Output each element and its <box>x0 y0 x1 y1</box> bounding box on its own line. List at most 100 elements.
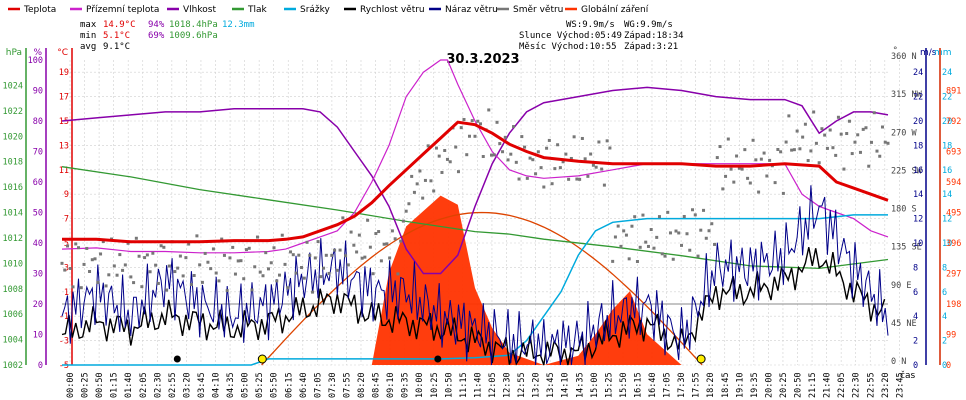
direction-point-285 <box>845 132 849 136</box>
wind-axis-tick-7: 14 <box>913 190 923 200</box>
temperature-axis-tick-1: -3 <box>59 337 69 347</box>
x-tick-label-49: 20:25 <box>779 372 789 398</box>
direction-point-42 <box>176 266 180 270</box>
direction-point-219 <box>663 254 667 258</box>
direction-axis-tick-3: 135 SE <box>891 243 922 253</box>
humidity-axis-tick-1: 10 <box>33 331 43 341</box>
x-tick-label-16: 06:40 <box>299 372 309 398</box>
direction-point-157 <box>492 153 496 157</box>
direction-point-223 <box>674 229 678 233</box>
legend-label-2: Vlhkost <box>183 5 216 15</box>
direction-point-244 <box>732 180 736 184</box>
x-tick-label-7: 02:55 <box>168 372 178 398</box>
direction-point-252 <box>754 158 758 162</box>
chart-title: 30.3.2023 <box>446 52 519 67</box>
direction-point-179 <box>553 167 557 171</box>
temperature-axis-tick-2: -1 <box>59 312 69 322</box>
pressure-axis-tick-3: 1008 <box>3 285 23 295</box>
direction-point-10 <box>88 269 92 273</box>
direction-point-185 <box>569 156 573 160</box>
series-globalni-zareni <box>62 195 888 365</box>
direction-point-253 <box>757 190 761 194</box>
direction-point-38 <box>165 288 169 292</box>
stat-max-rain: 12.3mm <box>222 20 255 30</box>
direction-point-77 <box>272 246 276 250</box>
direction-point-289 <box>856 133 860 137</box>
direction-point-102 <box>341 216 345 220</box>
x-tick-label-39: 16:15 <box>633 372 643 398</box>
x-tick-label-19: 07:55 <box>342 372 352 398</box>
direction-point-242 <box>726 137 730 141</box>
direction-point-58 <box>220 237 224 241</box>
direction-point-35 <box>156 281 160 285</box>
stat-slunce: Slunce Východ:05:49 <box>519 31 622 41</box>
wind-axis-tick-9: 18 <box>913 141 923 151</box>
legend: Teplota Přízemní teplota Vlhkost Tlak Srážky… <box>8 5 649 15</box>
rain-axis-tick-10: 20 <box>942 117 952 127</box>
direction-point-180 <box>556 143 560 147</box>
direction-point-218 <box>660 252 664 256</box>
direction-point-203 <box>619 244 623 248</box>
direction-point-117 <box>382 242 386 246</box>
pressure-axis-tick-0: 1002 <box>3 361 23 371</box>
direction-point-165 <box>514 160 518 164</box>
radiation-axis-tick-4: 396 <box>946 239 961 249</box>
direction-point-71 <box>255 235 259 239</box>
direction-point-84 <box>291 253 295 257</box>
direction-point-245 <box>735 154 739 158</box>
humidity-axis-tick-7: 70 <box>33 148 43 158</box>
wind-axis-tick-11: 22 <box>913 93 923 103</box>
direction-point-277 <box>823 133 827 137</box>
direction-point-171 <box>531 158 535 162</box>
stat-avg-temp: 9.1°C <box>103 42 130 52</box>
direction-point-25 <box>129 275 133 279</box>
direction-point-207 <box>630 224 634 228</box>
direction-point-221 <box>668 231 672 235</box>
x-tick-label-33: 13:45 <box>546 372 556 398</box>
x-tick-label-38: 15:50 <box>619 372 629 398</box>
direction-point-72 <box>258 270 262 274</box>
radiation-axis-tick-2: 198 <box>946 300 961 310</box>
direction-point-122 <box>396 272 400 276</box>
direction-point-240 <box>721 187 725 191</box>
direction-point-191 <box>586 174 590 178</box>
direction-point-148 <box>467 134 471 138</box>
direction-point-238 <box>715 156 719 160</box>
stat-min-hum: 69% <box>148 31 165 41</box>
direction-point-268 <box>798 147 802 151</box>
x-tick-label-26: 10:50 <box>444 372 454 398</box>
x-tick-label-2: 00:50 <box>95 372 105 398</box>
direction-point-130 <box>418 169 422 173</box>
direction-point-269 <box>801 135 805 139</box>
direction-point-2 <box>66 244 70 248</box>
direction-point-151 <box>476 119 480 123</box>
direction-point-93 <box>316 240 320 244</box>
series-vlhkost <box>61 86 889 275</box>
direction-point-158 <box>495 120 499 124</box>
direction-point-120 <box>390 229 394 233</box>
radiation-axis-tick-1: 99 <box>946 331 956 341</box>
direction-point-202 <box>616 224 620 228</box>
wind-axis-tick-6: 12 <box>913 215 923 225</box>
direction-point-187 <box>575 177 579 181</box>
direction-point-162 <box>506 158 510 162</box>
direction-axis-tick-8: 360 N <box>891 52 917 62</box>
direction-point-132 <box>423 178 427 182</box>
direction-point-267 <box>795 129 799 133</box>
direction-point-112 <box>368 245 372 249</box>
legend-label-7: Směr větru <box>513 5 563 15</box>
humidity-axis-tick-8: 80 <box>33 117 43 127</box>
x-tick-label-1: 00:25 <box>81 372 91 398</box>
humidity-axis-tick-2: 20 <box>33 300 43 310</box>
direction-point-87 <box>300 266 304 270</box>
direction-point-201 <box>613 235 617 239</box>
direction-point-283 <box>839 132 843 136</box>
pressure-axis-tick-6: 1014 <box>3 209 23 219</box>
x-tick-label-51: 21:15 <box>808 372 818 398</box>
direction-point-205 <box>624 233 628 237</box>
direction-point-27 <box>134 236 138 240</box>
direction-point-213 <box>646 244 650 248</box>
direction-point-128 <box>412 190 416 194</box>
direction-point-135 <box>432 189 436 193</box>
direction-point-50 <box>198 263 202 267</box>
